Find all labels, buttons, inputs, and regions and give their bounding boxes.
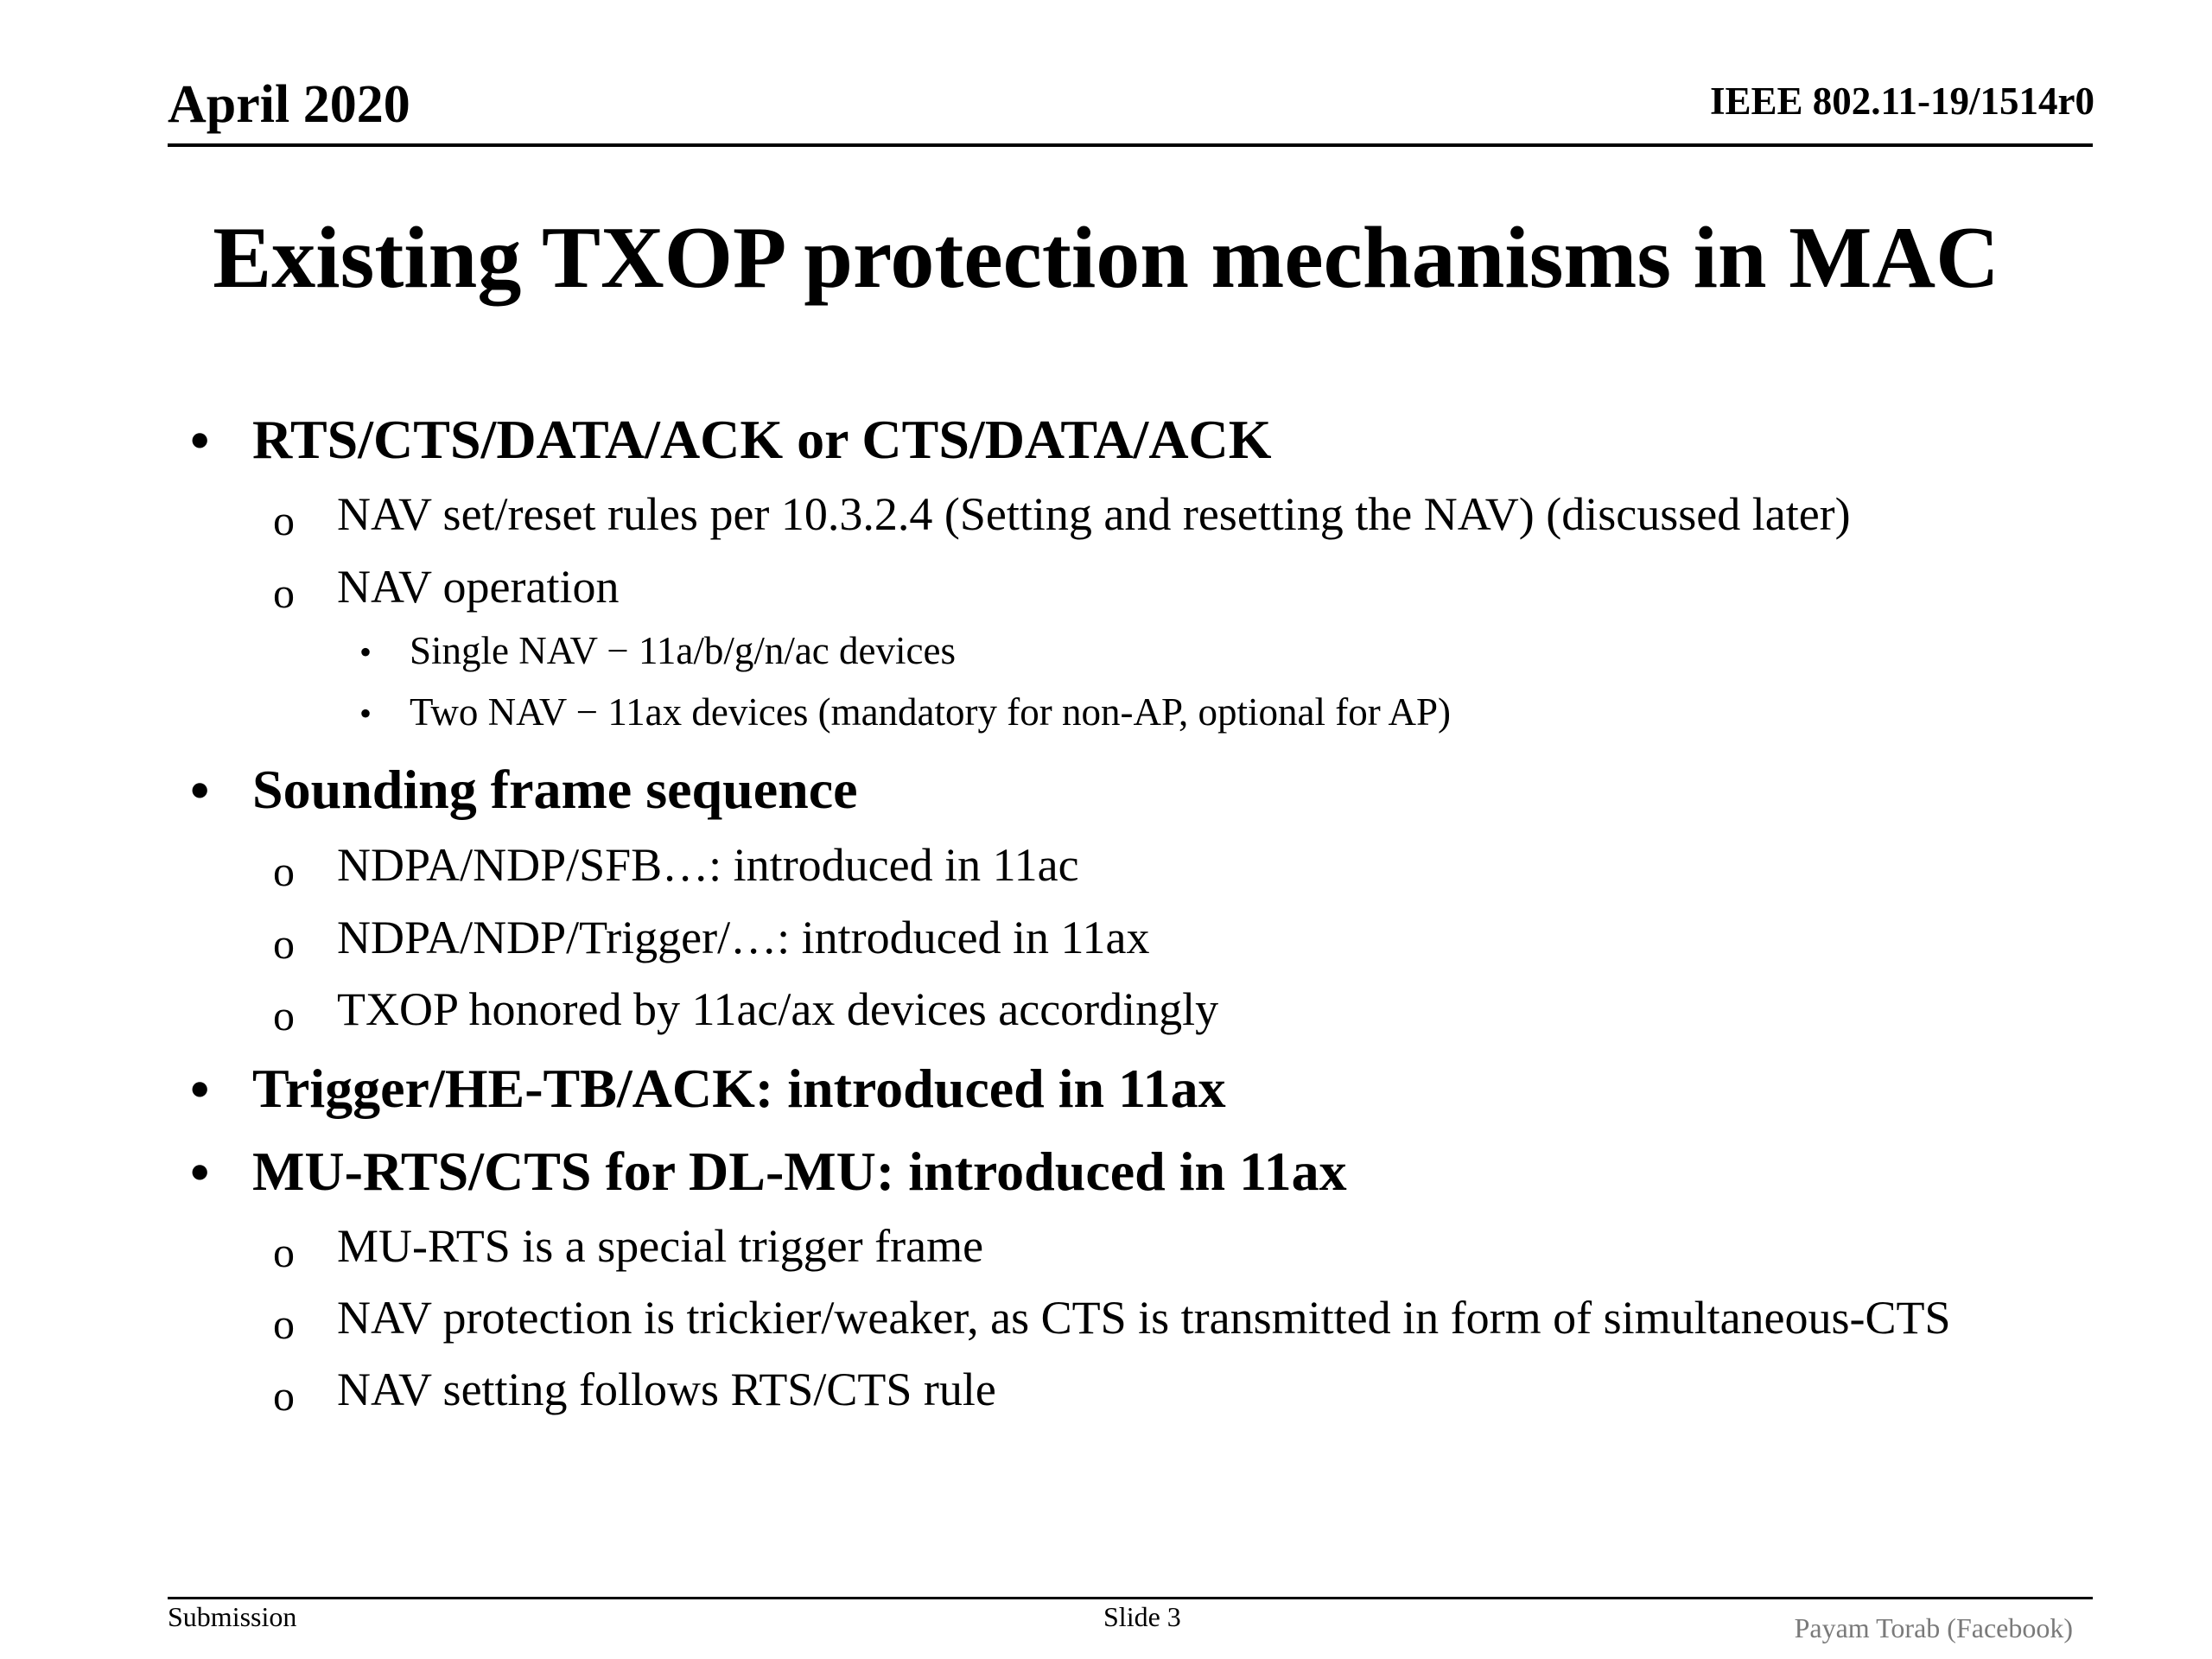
slide-title: Existing TXOP protection mechanisms in M…	[213, 209, 1999, 307]
bullet-text: RTS/CTS/DATA/ACK or CTS/DATA/ACK	[252, 409, 1272, 470]
bullet-text: Sounding frame sequence	[252, 759, 858, 820]
sub-bullet-text: NDPA/NDP/Trigger/…: introduced in 11ax	[337, 912, 1150, 963]
header-date: April 2020	[168, 75, 410, 134]
sub-bullet-text: TXOP honored by 11ac/ax devices accordin…	[337, 983, 1219, 1035]
header-document-id: IEEE 802.11-19/1514r0	[1709, 79, 2094, 123]
bullet-marker: •	[190, 1058, 210, 1120]
sub-sub-bullet-text: Single NAV − 11a/b/g/n/ac devices	[410, 629, 956, 672]
sub-bullet-text: NAV protection is trickier/weaker, as CT…	[337, 1292, 1951, 1344]
sub-bullet-marker: o	[273, 847, 295, 895]
footer-divider	[168, 1597, 2093, 1599]
sub-bullet-marker: o	[273, 1228, 295, 1276]
footer-submission: Submission	[168, 1601, 297, 1632]
sub-bullet-text: NAV setting follows RTS/CTS rule	[337, 1363, 996, 1415]
sub-bullet-marker: o	[273, 1371, 295, 1420]
sub-bullet-marker: o	[273, 496, 295, 544]
sub-bullet-marker: o	[273, 919, 295, 968]
bullet-marker: •	[190, 760, 210, 821]
bullet-marker: •	[190, 410, 210, 471]
sub-bullet-text: NAV set/reset rules per 10.3.2.4 (Settin…	[337, 488, 1851, 540]
sub-bullet-text: NDPA/NDP/SFB…: introduced in 11ac	[337, 839, 1079, 891]
bullet-text: Trigger/HE-TB/ACK: introduced in 11ax	[252, 1058, 1226, 1119]
header-divider	[168, 143, 2093, 147]
sub-sub-bullet-text: Two NAV − 11ax devices (mandatory for no…	[410, 690, 1451, 734]
sub-sub-bullet-marker: •	[359, 632, 372, 671]
footer-slide-number: Slide 3	[1103, 1601, 1181, 1632]
sub-bullet-text: NAV operation	[337, 561, 620, 613]
sub-bullet-text: MU-RTS is a special trigger frame	[337, 1220, 984, 1272]
sub-bullet-marker: o	[273, 569, 295, 617]
bullet-marker: •	[190, 1141, 210, 1203]
sub-sub-bullet-marker: •	[359, 694, 372, 733]
sub-bullet-marker: o	[273, 991, 295, 1039]
sub-bullet-marker: o	[273, 1300, 295, 1348]
footer-author: Payam Torab (Facebook)	[1794, 1612, 2073, 1643]
bullet-text: MU-RTS/CTS for DL-MU: introduced in 11ax	[252, 1141, 1347, 1202]
